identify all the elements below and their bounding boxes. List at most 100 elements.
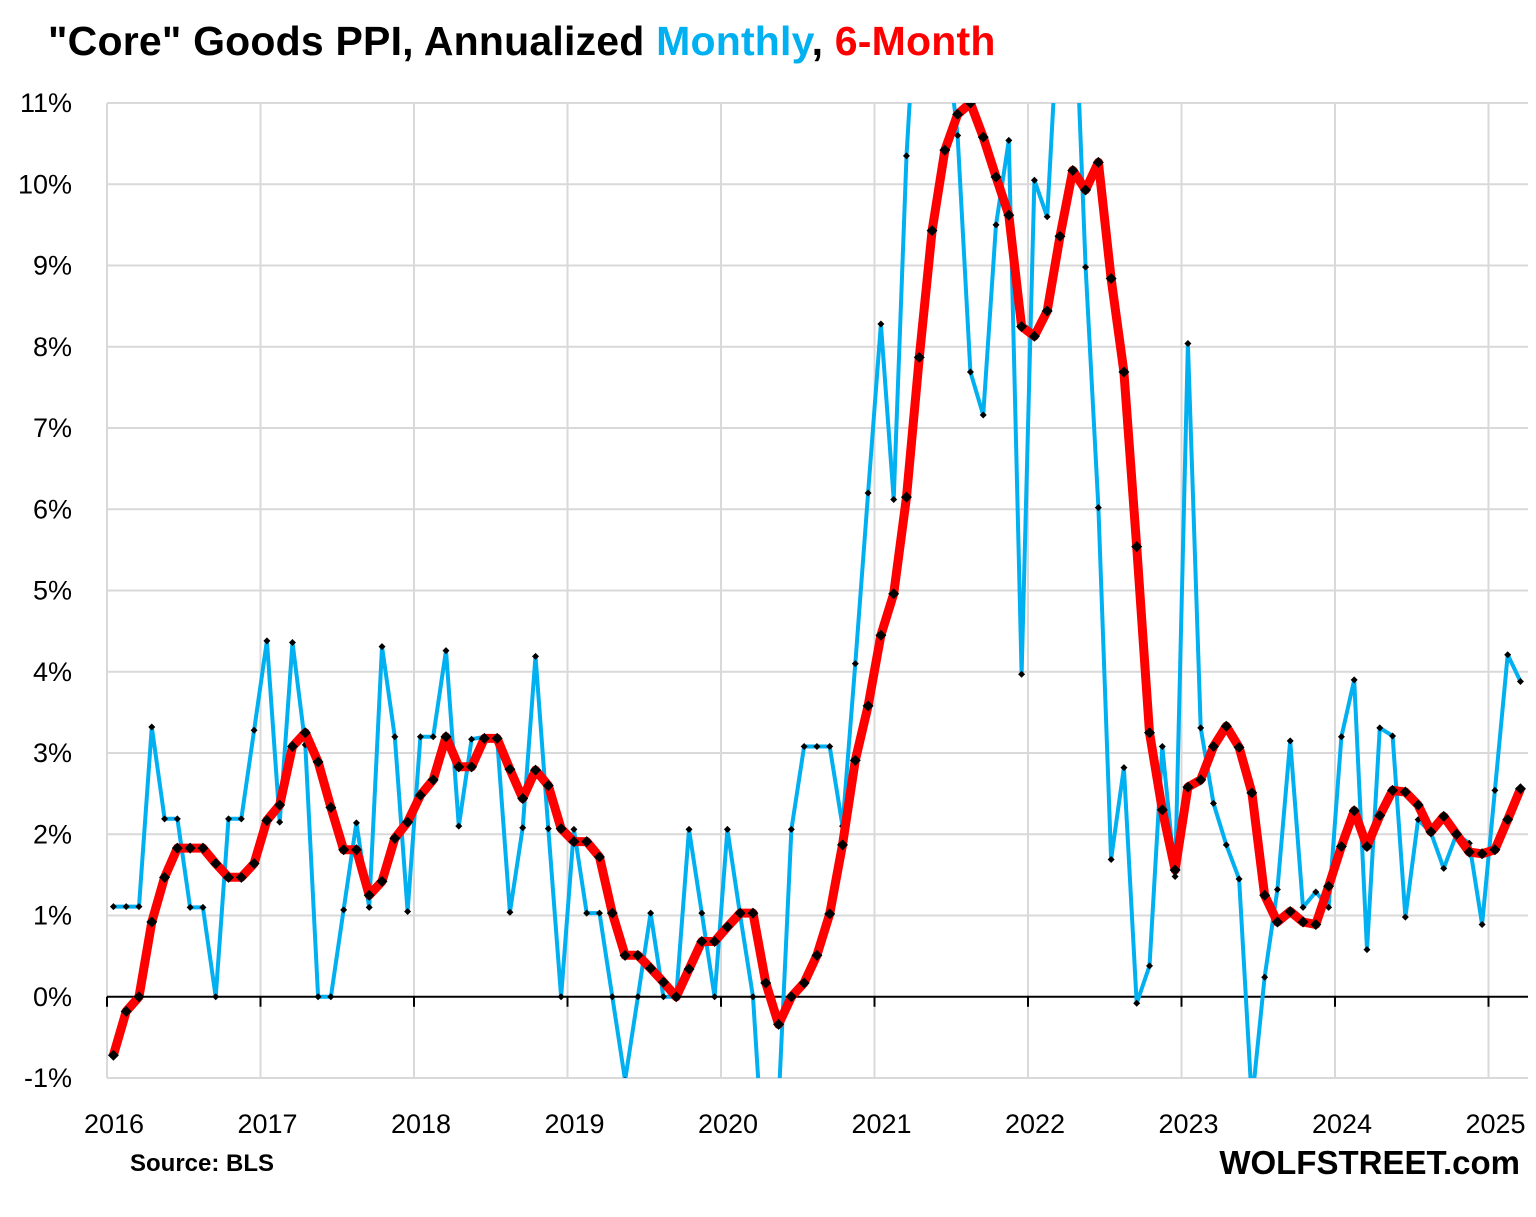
data-point-six-month xyxy=(734,907,746,919)
data-point-six-month xyxy=(990,171,1002,183)
data-point-monthly xyxy=(1401,913,1409,921)
data-point-six-month xyxy=(1348,805,1360,817)
data-point-six-month xyxy=(235,871,247,883)
data-point-six-month xyxy=(325,801,337,813)
data-point-six-month xyxy=(1092,156,1104,168)
data-point-six-month xyxy=(1284,905,1296,917)
data-point-six-month xyxy=(248,858,260,869)
data-point-monthly xyxy=(1516,678,1524,685)
y-tick-label: 11% xyxy=(20,88,72,118)
data-point-six-month xyxy=(670,991,682,1003)
data-point-monthly xyxy=(468,735,476,743)
data-point-monthly xyxy=(404,907,412,915)
data-point-monthly xyxy=(583,909,591,917)
data-point-six-month xyxy=(299,727,311,739)
x-axis-labels: 2016 2017 2018 2019 2020 2021 2022 2023 2024 2025 xyxy=(84,1109,1526,1139)
y-tick-label: 0% xyxy=(33,982,72,1012)
data-point-six-month xyxy=(274,799,286,811)
data-point-six-month xyxy=(159,871,171,883)
data-point-six-month xyxy=(581,836,593,848)
data-point-monthly xyxy=(416,733,424,741)
data-point-six-month xyxy=(798,977,810,989)
data-point-six-month xyxy=(363,889,375,901)
data-point-monthly xyxy=(1312,888,1320,896)
data-point-monthly xyxy=(634,993,642,1001)
x-tick-label: 2017 xyxy=(237,1109,297,1139)
data-point-six-month xyxy=(376,875,388,887)
data-point-monthly xyxy=(506,908,514,916)
data-point-monthly xyxy=(1337,733,1345,741)
data-point-six-month xyxy=(824,908,836,920)
data-point-six-month xyxy=(721,921,733,933)
data-point-monthly xyxy=(1235,875,1243,883)
data-point-six-month xyxy=(146,916,158,928)
data-point-monthly xyxy=(659,993,667,1001)
data-point-six-month xyxy=(466,761,478,773)
data-point-six-month xyxy=(286,741,298,752)
data-point-six-month xyxy=(107,1049,119,1061)
data-point-six-month xyxy=(210,858,222,869)
title-monthly: Monthly xyxy=(656,18,812,64)
data-point-monthly xyxy=(954,132,962,139)
y-tick-label: 8% xyxy=(33,332,72,362)
data-point-six-month xyxy=(1105,273,1117,284)
data-point-six-month xyxy=(223,871,235,883)
data-point-six-month xyxy=(478,732,490,744)
data-point-monthly xyxy=(1376,724,1384,732)
y-tick-label: 4% xyxy=(33,657,72,687)
y-axis-labels: -1% 0% 1% 2% 3% 4% 5% 6% 7% 8% 9% 10% 11% xyxy=(18,88,72,1093)
y-tick-label: 9% xyxy=(33,251,72,281)
x-tick-label: 2021 xyxy=(851,1109,911,1139)
data-point-six-month xyxy=(133,991,145,1003)
data-point-six-month xyxy=(1156,804,1168,816)
data-point-monthly xyxy=(1184,340,1192,347)
data-point-six-month xyxy=(1438,810,1450,822)
data-point-six-month xyxy=(1207,741,1219,752)
data-point-six-month xyxy=(875,629,887,641)
data-point-six-month xyxy=(1195,774,1207,786)
title-separator: , xyxy=(811,18,835,64)
data-point-monthly xyxy=(826,743,834,750)
data-point-six-month xyxy=(888,588,900,600)
data-point-six-month xyxy=(184,842,196,854)
data-point-six-month xyxy=(1080,184,1092,196)
data-point-monthly xyxy=(1197,724,1205,732)
data-point-monthly xyxy=(391,733,399,741)
data-point-six-month xyxy=(1476,848,1488,860)
data-point-monthly xyxy=(161,815,169,823)
data-point-six-month xyxy=(760,977,772,989)
data-point-monthly xyxy=(1094,504,1102,512)
data-point-six-month xyxy=(1054,230,1066,242)
data-point-six-month xyxy=(402,816,414,828)
data-point-six-month xyxy=(530,764,542,776)
data-point-six-month xyxy=(593,851,605,863)
y-tick-label: 2% xyxy=(33,819,72,849)
data-point-monthly xyxy=(1350,676,1358,684)
data-point-six-month xyxy=(427,774,439,786)
title-prefix: "Core" Goods PPI, Annualized xyxy=(48,18,657,64)
data-point-six-month xyxy=(261,814,273,826)
x-tick-label: 2019 xyxy=(544,1109,604,1139)
data-point-monthly xyxy=(608,993,616,1001)
y-tick-label: 7% xyxy=(33,413,72,443)
data-point-monthly xyxy=(1504,651,1512,659)
data-point-six-month xyxy=(1144,727,1156,739)
data-point-six-month xyxy=(1067,164,1079,176)
x-tick-label: 2020 xyxy=(698,1109,758,1139)
data-point-six-month xyxy=(849,754,861,766)
data-point-monthly xyxy=(365,903,373,911)
data-point-monthly xyxy=(1043,213,1051,221)
data-point-six-month xyxy=(939,144,951,156)
data-point-monthly xyxy=(1133,999,1141,1007)
data-point-six-month xyxy=(773,1018,785,1030)
x-tick-label: 2023 xyxy=(1158,1109,1218,1139)
series-line-six-month xyxy=(109,103,1525,1057)
data-point-monthly xyxy=(288,639,296,646)
data-point-six-month xyxy=(696,936,708,947)
data-point-six-month xyxy=(1412,799,1424,811)
data-point-six-month xyxy=(491,732,503,744)
data-point-monthly xyxy=(1491,786,1499,794)
data-point-six-month xyxy=(1335,840,1347,852)
data-point-six-month xyxy=(414,789,426,801)
data-point-monthly xyxy=(135,903,143,911)
